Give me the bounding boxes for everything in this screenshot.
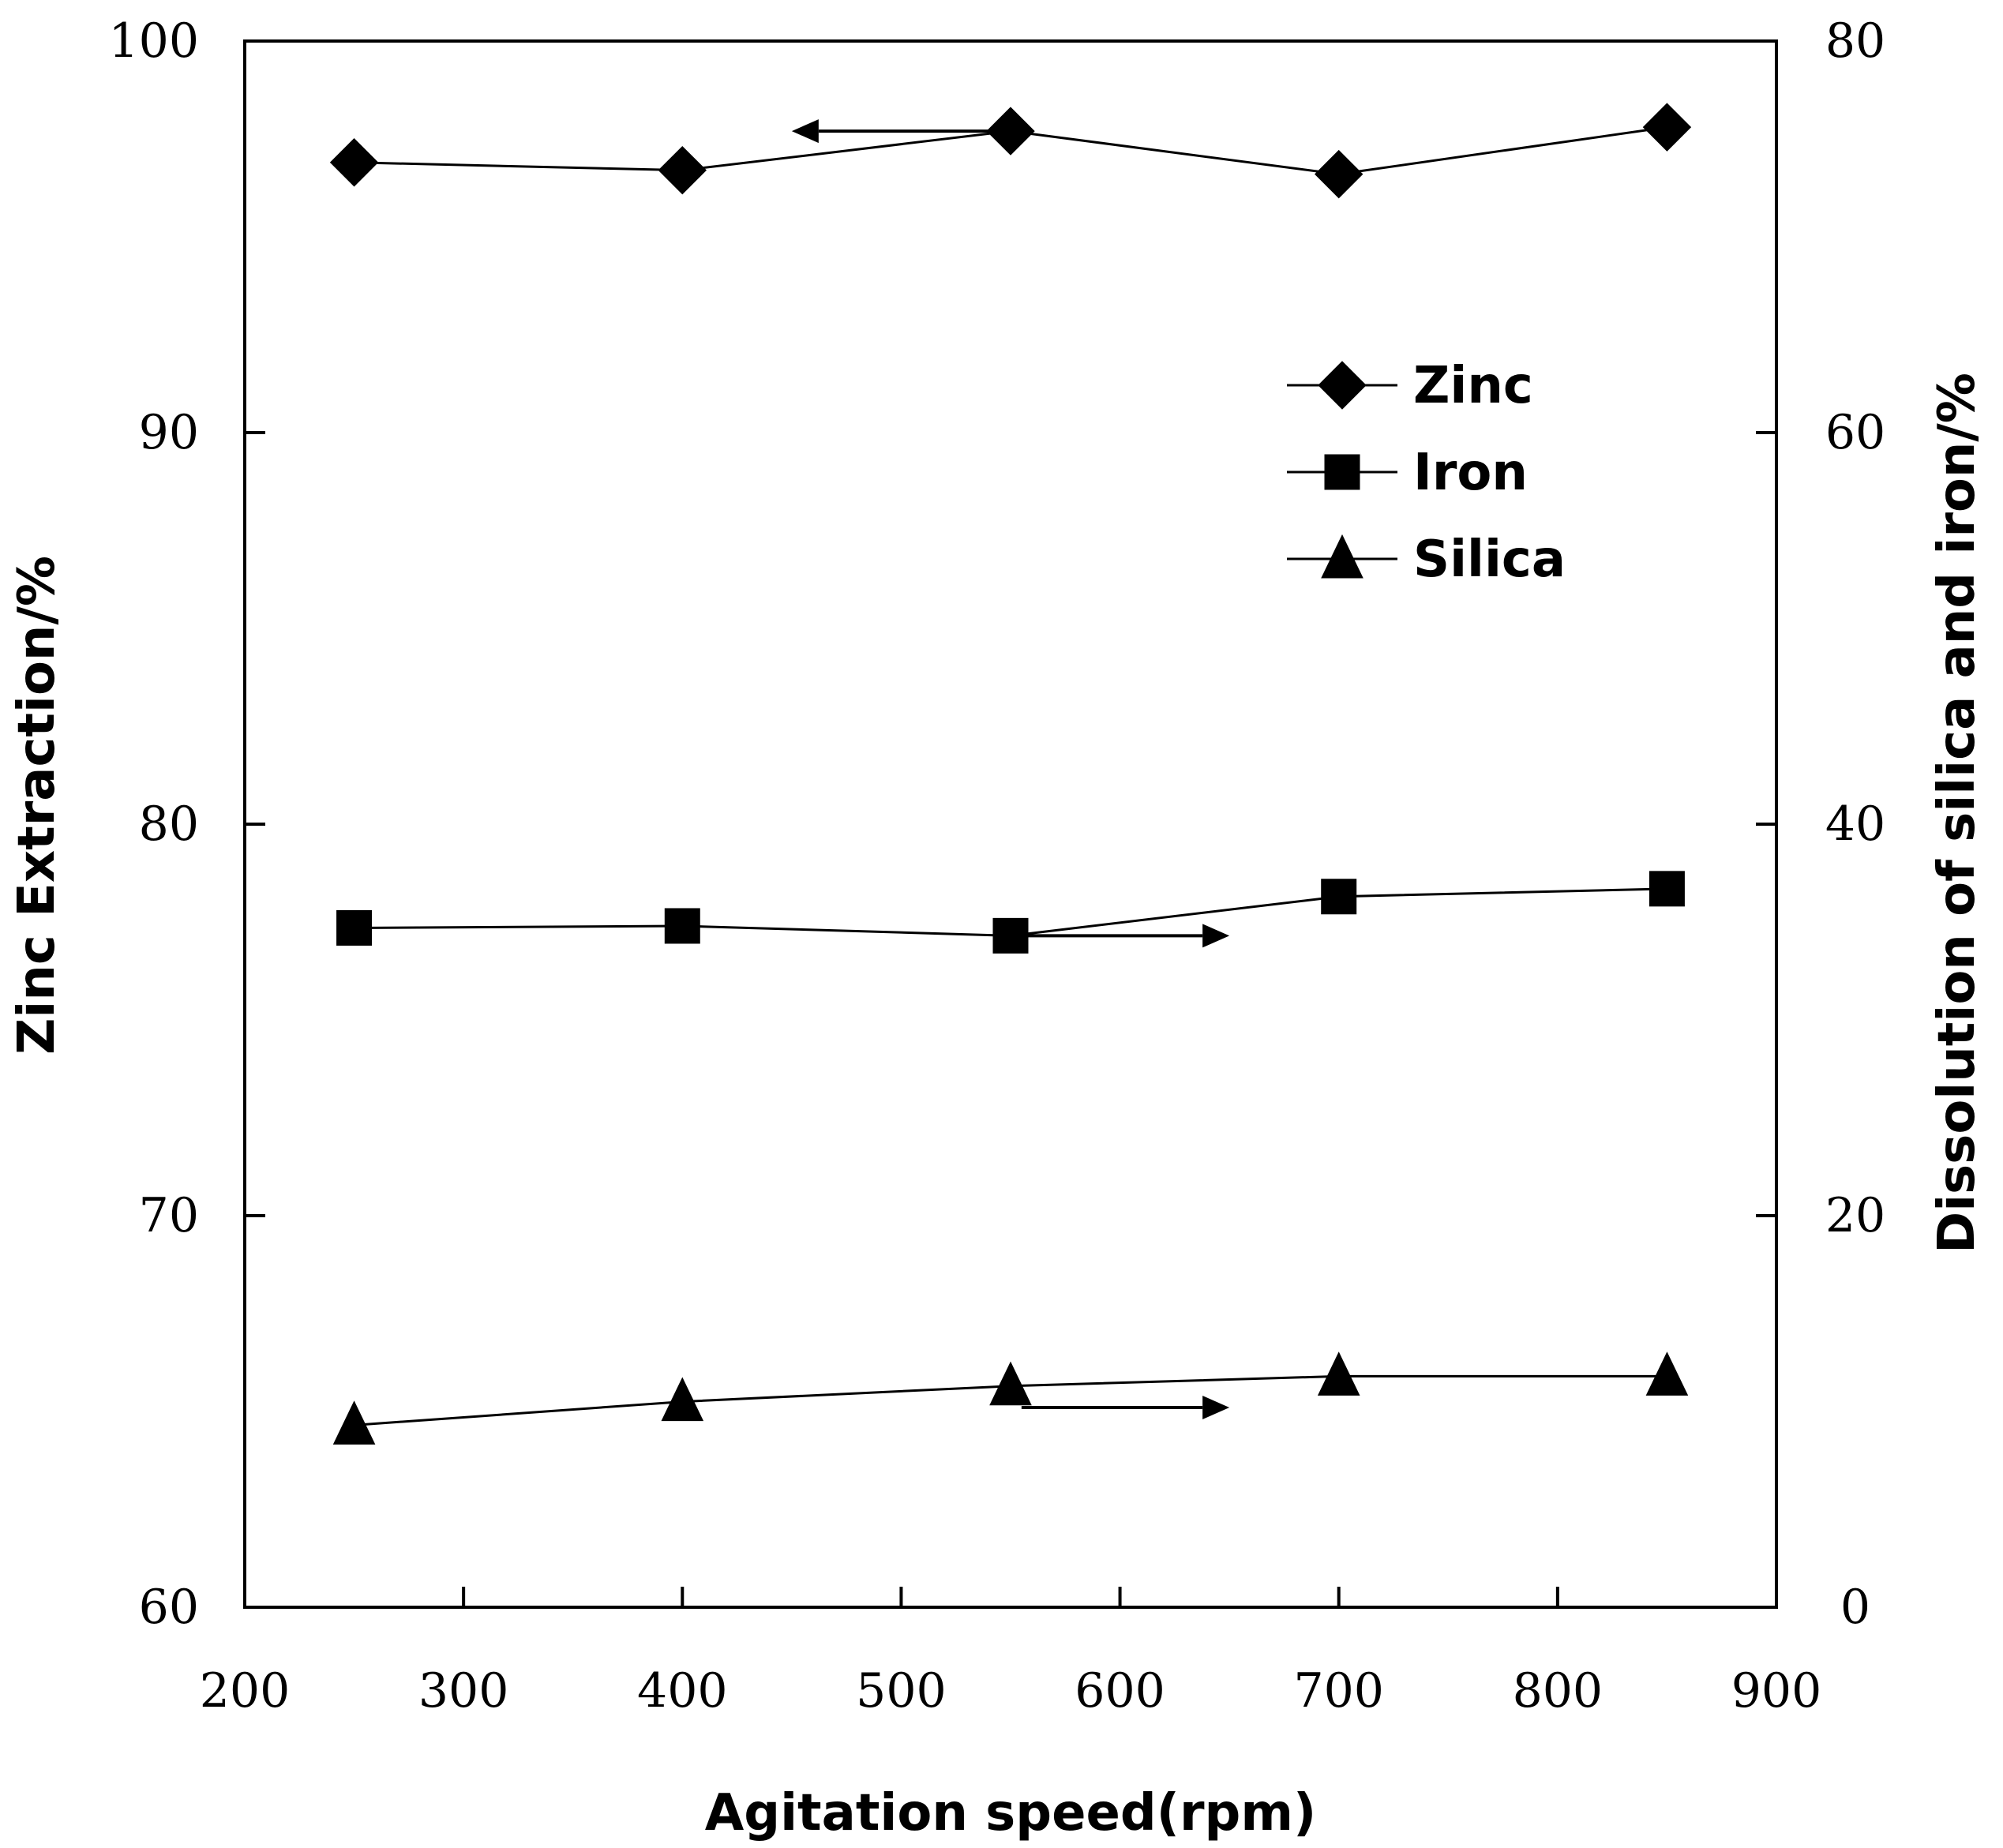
silica-point: [1317, 1351, 1360, 1396]
arrow-head: [791, 119, 819, 144]
zinc-axis-arrow: [791, 119, 1022, 144]
y-axis-title: Zinc Extraction/%: [8, 556, 66, 1055]
annotation-arrows: [791, 119, 1230, 1420]
y2-tick-label: 20: [1825, 1188, 1885, 1243]
silica-series: [332, 1351, 1689, 1445]
zinc-series: [329, 103, 1692, 199]
x-tick-label: 200: [200, 1663, 291, 1719]
silica-point: [989, 1361, 1032, 1406]
iron-point: [1649, 871, 1685, 907]
x-tick-label: 900: [1731, 1663, 1822, 1719]
silica-point: [661, 1377, 704, 1422]
y2-tick-label: 40: [1825, 797, 1885, 852]
arrow-head: [1202, 1396, 1230, 1420]
legend-marker: [1321, 534, 1363, 579]
x-tick-label: 800: [1513, 1663, 1604, 1719]
legend-item-zinc: Zinc: [1287, 357, 1533, 415]
legend-marker: [1324, 454, 1360, 490]
y-tick-label: 90: [139, 405, 199, 460]
y2-tick-label: 60: [1825, 405, 1885, 460]
x-axis-title: Agitation speed(rpm): [705, 1784, 1317, 1842]
zinc-point: [658, 145, 707, 195]
y-tick-label: 70: [139, 1188, 199, 1243]
arrow-head: [1202, 924, 1230, 948]
y2-tick-label: 0: [1840, 1580, 1870, 1635]
y2-axis-ticks: 0 20 40 60 80: [1756, 13, 1885, 1635]
zinc-point: [329, 138, 379, 187]
silica-point: [1645, 1351, 1689, 1396]
x-tick-label: 500: [856, 1663, 947, 1719]
legend-item-silica: Silica: [1287, 530, 1566, 589]
legend-label: Silica: [1413, 530, 1566, 589]
iron-axis-arrow: [1021, 924, 1230, 948]
iron-series: [336, 871, 1685, 954]
y2-axis-title: Dissolution of silica and iron/%: [1928, 373, 1986, 1254]
zinc-point: [1642, 103, 1692, 152]
legend-item-iron: Iron: [1287, 444, 1528, 502]
x-axis-ticks: 200 300 400 500 600 700 800 900: [200, 1587, 1822, 1719]
x-tick-label: 400: [637, 1663, 728, 1719]
silica-point: [332, 1400, 376, 1445]
y-tick-label: 100: [108, 13, 199, 69]
x-tick-label: 700: [1293, 1663, 1384, 1719]
iron-point: [1321, 879, 1357, 915]
zinc-point: [1315, 149, 1363, 199]
y-axis-ticks: 60 70 80 90 100: [108, 13, 265, 1635]
legend-marker: [1318, 361, 1367, 410]
y-tick-label: 60: [139, 1580, 199, 1635]
series-layer: [329, 103, 1692, 1445]
iron-point: [664, 908, 700, 944]
x-tick-label: 300: [418, 1663, 509, 1719]
iron-point: [336, 909, 373, 946]
y-tick-label: 80: [139, 797, 199, 852]
silica-axis-arrow: [1021, 1396, 1230, 1420]
legend: Zinc Iron Silica: [1287, 357, 1566, 589]
x-tick-label: 600: [1075, 1663, 1165, 1719]
legend-label: Iron: [1413, 444, 1528, 502]
y2-tick-label: 80: [1825, 13, 1885, 69]
legend-label: Zinc: [1413, 357, 1533, 415]
